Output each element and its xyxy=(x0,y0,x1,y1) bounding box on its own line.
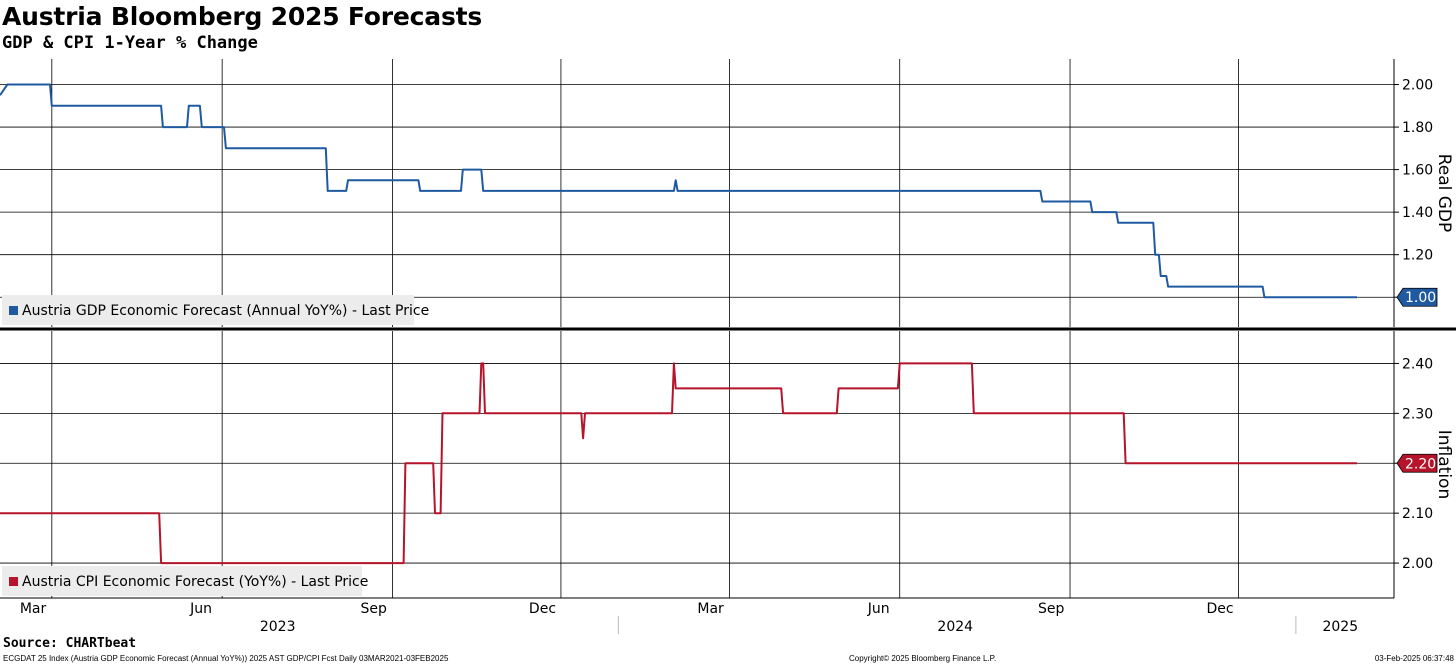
x-tick-label: Sep xyxy=(1038,601,1065,617)
series-line xyxy=(0,83,1357,299)
last-value-label: 2.20 xyxy=(1405,456,1436,472)
y-axis-title: Inflation xyxy=(1434,430,1454,499)
legend-label: Austria GDP Economic Forecast (Annual Yo… xyxy=(22,303,429,319)
x-tick-label: Mar xyxy=(20,601,47,617)
legend-swatch xyxy=(9,306,18,315)
y-tick-label: 2.10 xyxy=(1402,506,1433,522)
last-value-badge xyxy=(1396,287,1438,307)
y-tick-label: 2.00 xyxy=(1402,78,1433,94)
y-tick-label: 1.20 xyxy=(1402,248,1433,264)
y-tick-label: 2.30 xyxy=(1402,406,1433,422)
footer-description: ECGDAT 25 Index (Austria GDP Economic Fo… xyxy=(3,654,449,663)
legend-swatch xyxy=(9,577,18,586)
y-tick-label: 1.40 xyxy=(1402,205,1433,221)
x-tick-label: Jun xyxy=(189,601,212,617)
x-tick-label: Mar xyxy=(697,601,724,617)
y-tick-label: 2.00 xyxy=(1402,556,1433,572)
x-tick-label: Sep xyxy=(360,601,387,617)
x-tick-label: Dec xyxy=(529,601,556,617)
chart-title: Austria Bloomberg 2025 Forecasts xyxy=(2,2,483,31)
x-year-label: 2025 xyxy=(1322,619,1358,635)
x-tick-label: Jun xyxy=(867,601,890,617)
chart-subtitle: GDP & CPI 1-Year % Change xyxy=(2,33,258,53)
y-tick-label: 2.40 xyxy=(1402,356,1433,372)
footer-copyright: Copyright© 2025 Bloomberg Finance L.P. xyxy=(849,654,997,663)
legend-box xyxy=(2,566,362,596)
legend-label: Austria CPI Economic Forecast (YoY%) - L… xyxy=(22,574,368,590)
x-year-label: 2023 xyxy=(260,619,296,635)
x-year-label: 2024 xyxy=(937,619,973,635)
y-tick-label: 1.80 xyxy=(1402,120,1433,136)
y-axis-title: Real GDP xyxy=(1434,154,1454,233)
last-value-label: 1.00 xyxy=(1405,290,1436,306)
y-tick-label: 1.60 xyxy=(1402,163,1433,179)
series-line xyxy=(0,362,1357,565)
source-label: Source: CHARTbeat xyxy=(3,636,137,651)
legend-box xyxy=(2,295,414,325)
footer-timestamp: 03-Feb-2025 06:37:48 xyxy=(1374,654,1454,663)
last-value-badge xyxy=(1396,453,1438,473)
x-tick-label: Dec xyxy=(1206,601,1233,617)
